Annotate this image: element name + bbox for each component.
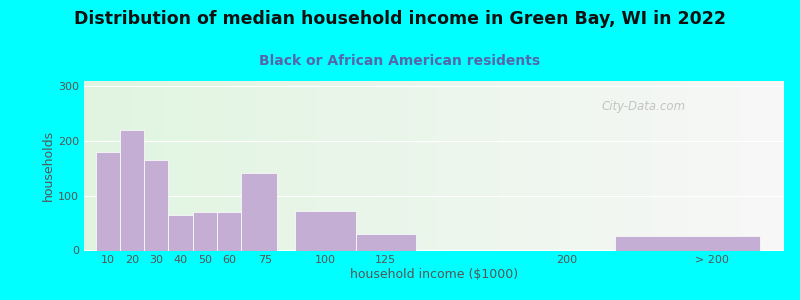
Bar — [96, 152, 120, 250]
X-axis label: household income ($1000): household income ($1000) — [350, 268, 518, 281]
Bar — [355, 234, 416, 250]
Text: Black or African American residents: Black or African American residents — [259, 54, 541, 68]
Text: Distribution of median household income in Green Bay, WI in 2022: Distribution of median household income … — [74, 11, 726, 28]
Bar — [144, 160, 169, 250]
Bar — [615, 236, 760, 250]
Bar — [193, 212, 217, 250]
Y-axis label: households: households — [42, 130, 55, 201]
Bar — [241, 173, 277, 250]
Text: City-Data.com: City-Data.com — [602, 100, 686, 113]
Bar — [295, 211, 355, 250]
Bar — [120, 130, 144, 250]
Bar — [217, 212, 241, 250]
Bar — [169, 215, 193, 250]
